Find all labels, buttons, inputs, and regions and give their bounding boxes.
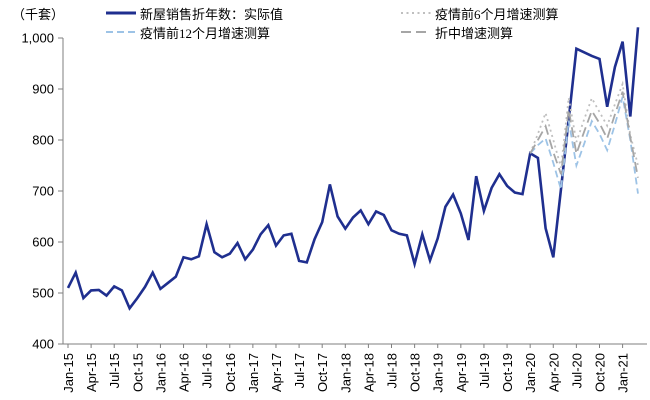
- x-tick-label: Apr-19: [454, 353, 469, 392]
- legend-swatch-actual: [106, 6, 136, 20]
- y-tick-label: 400: [32, 337, 54, 352]
- y-tick-label: 700: [32, 184, 54, 199]
- x-tick-label: Jan-19: [431, 353, 446, 393]
- legend-item-pre6m: 疫情前6个月增速测算: [401, 5, 559, 22]
- x-tick-label: Jan-15: [61, 353, 76, 393]
- y-tick-label: 1,000: [21, 31, 54, 46]
- x-tick-label: Jan-16: [153, 353, 168, 393]
- legend-label-pre6m: 疫情前6个月增速测算: [435, 6, 559, 22]
- y-axis-unit-label: （千套）: [12, 7, 65, 22]
- x-tick-label: Oct-18: [408, 353, 423, 392]
- x-tick-label: Jul-20: [569, 353, 584, 388]
- y-tick-label: 800: [32, 133, 54, 148]
- legend-item-mid: 折中增速测算: [401, 24, 514, 41]
- y-tick-label: 500: [32, 286, 54, 301]
- x-tick-label: Apr-15: [84, 353, 99, 392]
- x-tick-label: Apr-20: [546, 353, 561, 392]
- x-tick-label: Jul-17: [292, 353, 307, 388]
- legend-label-mid: 折中增速测算: [435, 25, 514, 41]
- x-tick-label: Oct-15: [130, 353, 145, 392]
- x-tick-label: Jan-18: [338, 353, 353, 393]
- x-tick-label: Jul-18: [385, 353, 400, 388]
- x-tick-label: Apr-17: [269, 353, 284, 392]
- legend-swatch-pre12m: [106, 25, 136, 39]
- legend-label-actual: 新屋销售折年数：实际值: [140, 6, 284, 22]
- x-tick-label: Jan-21: [616, 353, 631, 393]
- x-tick-label: Jan-20: [523, 353, 538, 393]
- series-line-pre12m: [529, 96, 639, 194]
- series-line-pre6m: [529, 80, 639, 168]
- x-tick-label: Oct-16: [223, 353, 238, 392]
- x-tick-label: Oct-17: [315, 353, 330, 392]
- legend-swatch-mid: [401, 25, 431, 39]
- x-tick-label: Oct-19: [500, 353, 515, 392]
- x-tick-label: Oct-20: [592, 353, 607, 392]
- legend-item-pre12m: 疫情前12个月增速测算: [106, 24, 271, 41]
- x-tick-label: Apr-16: [177, 353, 192, 392]
- y-tick-label: 900: [32, 82, 54, 97]
- legend-label-pre12m: 疫情前12个月增速测算: [140, 25, 271, 41]
- y-tick-label: 600: [32, 235, 54, 250]
- x-tick-label: Apr-18: [361, 353, 376, 392]
- x-tick-label: Jul-15: [107, 353, 122, 388]
- x-tick-label: Jul-19: [477, 353, 492, 388]
- series-line-actual: [66, 27, 640, 311]
- legend-swatch-pre6m: [401, 6, 431, 20]
- x-tick-label: Jul-16: [200, 353, 215, 388]
- x-tick-label: Jan-17: [246, 353, 261, 393]
- legend-item-actual: 新屋销售折年数：实际值: [106, 5, 284, 22]
- series-line-mid: [529, 91, 639, 178]
